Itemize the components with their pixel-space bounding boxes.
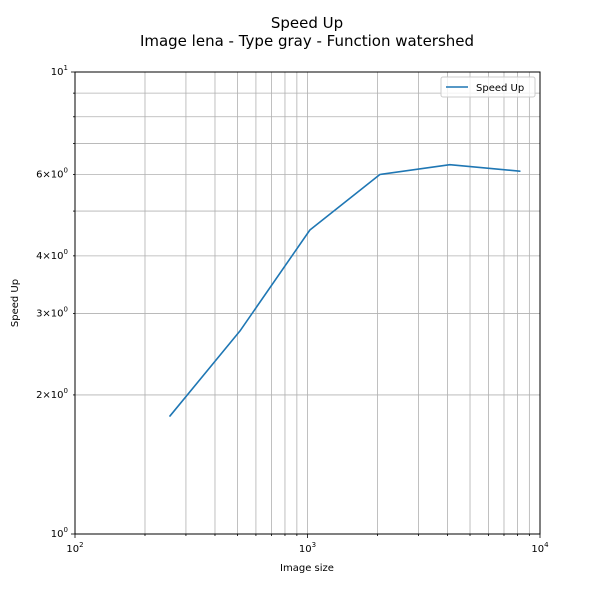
x-axis-label: Image size xyxy=(280,563,334,574)
x-tick-label-base: 10 xyxy=(299,544,312,555)
y-tick-label: 4×100 xyxy=(36,248,68,262)
x-tick-label: 103 xyxy=(299,541,316,555)
chart-title: Speed Up xyxy=(271,14,343,32)
x-tick-label: 104 xyxy=(531,541,549,555)
x-tick-label-exponent: 3 xyxy=(312,541,316,549)
y-tick-label: 6×100 xyxy=(36,166,68,180)
y-tick-label: 2×100 xyxy=(36,387,68,401)
grid-lines xyxy=(74,72,540,535)
y-axis-label: Speed Up xyxy=(10,279,21,327)
y-tick-label-base: 3×10 xyxy=(36,309,63,320)
y-tick-label-exponent: 0 xyxy=(64,166,68,174)
y-tick-label-base: 6×10 xyxy=(36,169,63,180)
x-tick-label-exponent: 2 xyxy=(79,541,83,549)
y-tick-label-exponent: 0 xyxy=(64,248,68,256)
y-tick-label-exponent: 0 xyxy=(64,306,68,314)
x-tick-label-exponent: 4 xyxy=(544,541,549,549)
y-tick-label-exponent: 0 xyxy=(64,387,68,395)
y-tick-label-exponent: 1 xyxy=(64,64,68,72)
y-tick-label: 100 xyxy=(51,526,68,540)
chart-subtitle: Image lena - Type gray - Function waters… xyxy=(140,32,474,50)
y-tick-label: 3×100 xyxy=(36,306,68,320)
y-tick-label-base: 10 xyxy=(51,529,64,540)
y-tick-label-exponent: 0 xyxy=(64,526,68,534)
y-tick-label: 101 xyxy=(51,64,68,78)
y-tick-label-base: 10 xyxy=(51,67,64,78)
x-tick-label: 102 xyxy=(66,541,83,555)
series-layer xyxy=(169,163,521,417)
x-tick-label-base: 10 xyxy=(531,544,544,555)
legend-box xyxy=(440,76,536,98)
y-tick-label-base: 4×10 xyxy=(36,251,63,262)
x-tick-label-base: 10 xyxy=(66,544,79,555)
legend: Speed Up xyxy=(440,76,536,98)
legend-entry-label: Speed Up xyxy=(476,83,524,94)
y-tick-label-base: 2×10 xyxy=(36,390,63,401)
series-line-speed-up xyxy=(169,163,521,417)
